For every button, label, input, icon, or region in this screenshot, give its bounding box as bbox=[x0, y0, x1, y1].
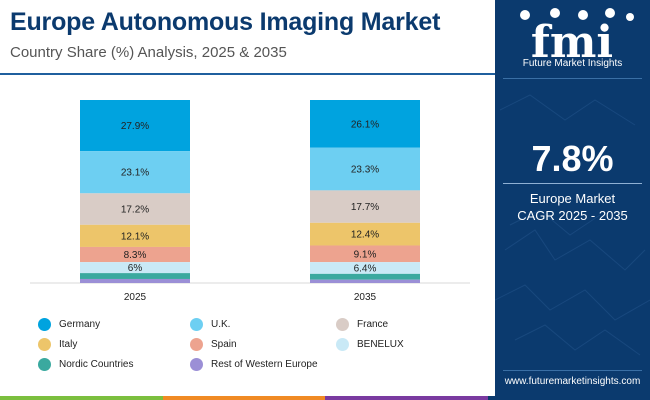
logo-icons bbox=[520, 8, 634, 21]
x-tick-label: 2025 bbox=[124, 292, 147, 303]
bar-segment-u-k--2025 bbox=[80, 151, 190, 194]
bar-segment-france-2025 bbox=[80, 193, 190, 225]
panel-divider-bottom bbox=[503, 370, 642, 371]
x-tick-label: 2035 bbox=[354, 292, 377, 303]
legend-item-france: France bbox=[336, 318, 388, 331]
footer-color-segment bbox=[0, 396, 163, 400]
bar-segment-spain-2025 bbox=[80, 246, 190, 263]
footer-color-segment bbox=[325, 396, 488, 400]
website-url[interactable]: www.futuremarketinsights.com bbox=[504, 376, 641, 387]
legend-item-germany: Germany bbox=[38, 318, 100, 331]
legend-item-spain: Spain bbox=[190, 338, 237, 351]
data-label: 23.3% bbox=[351, 165, 379, 176]
data-label: 27.9% bbox=[121, 121, 149, 132]
legend-swatch bbox=[38, 318, 51, 331]
cagr-market-label: Europe Market bbox=[529, 191, 616, 206]
bar-segment-benelux-2025 bbox=[80, 262, 190, 274]
panel-texture bbox=[495, 94, 650, 356]
legend-item-benelux: BENELUX bbox=[336, 338, 404, 351]
data-label: 6.4% bbox=[354, 263, 377, 274]
bar-segment-france-2035 bbox=[310, 190, 420, 223]
bar-segment-rest-of-western-europe-2035 bbox=[310, 279, 420, 283]
logo-wordmark: fmi bbox=[531, 17, 613, 68]
bar-segment-rest-of-western-europe-2025 bbox=[80, 278, 190, 283]
legend-label: Italy bbox=[59, 339, 78, 350]
data-label: 12.4% bbox=[351, 230, 379, 241]
legend-swatch bbox=[38, 358, 51, 371]
legend-swatch bbox=[336, 318, 349, 331]
data-label: 17.7% bbox=[351, 202, 379, 213]
legend-swatch bbox=[336, 338, 349, 351]
legend-label: Germany bbox=[59, 319, 101, 330]
stacked-bar-chart: 27.9% 23.1% 17.2% 12.1% 8.3% 6% 2025 26.1% 23.3%… bbox=[30, 100, 470, 303]
legend-item-italy: Italy bbox=[38, 338, 77, 351]
bar-segment-u-k--2035 bbox=[310, 147, 420, 191]
bar-segment-nordic-countries-2035 bbox=[310, 273, 420, 280]
chart-subtitle: Country Share (%) Analysis, 2025 & 2035 bbox=[10, 44, 287, 61]
legend-swatch bbox=[190, 358, 203, 371]
legend-swatch bbox=[190, 338, 203, 351]
fmi-logo: fmi bbox=[520, 8, 634, 68]
legend-label: France bbox=[357, 319, 389, 330]
bar-segment-italy-2035 bbox=[310, 222, 420, 246]
cagr-divider bbox=[503, 183, 642, 184]
footer-color-segment bbox=[162, 396, 325, 400]
legend-item-nordic-countries: Nordic Countries bbox=[38, 358, 133, 371]
legend-label: BENELUX bbox=[357, 339, 404, 350]
data-label: 23.1% bbox=[121, 168, 149, 179]
legend-label: Nordic Countries bbox=[59, 359, 134, 370]
legend-label: Spain bbox=[211, 339, 237, 350]
legend-label: Rest of Western Europe bbox=[211, 359, 318, 370]
footer-color-segment bbox=[487, 396, 650, 400]
footer-color-bar bbox=[0, 396, 650, 400]
bar-segment-italy-2025 bbox=[80, 224, 190, 247]
bar-segment-germany-2025 bbox=[80, 100, 190, 152]
legend-item-u-k-: U.K. bbox=[190, 318, 230, 331]
chart-legend: Germany U.K. France Italy Spain BENELUX Nordic… bbox=[38, 318, 488, 380]
bar-segment-nordic-countries-2025 bbox=[80, 273, 190, 279]
bar-segment-spain-2035 bbox=[310, 245, 420, 263]
cagr-value: 7.8% bbox=[531, 138, 614, 179]
data-label: 8.3% bbox=[124, 250, 147, 261]
side-panel: fmi Future Market Insights 7.8% Europe M… bbox=[495, 0, 650, 396]
header-divider bbox=[0, 73, 495, 75]
legend-label: U.K. bbox=[211, 319, 231, 330]
legend-swatch bbox=[190, 318, 203, 331]
cagr-period-label: CAGR 2025 - 2035 bbox=[517, 208, 628, 223]
legend-swatch bbox=[38, 338, 51, 351]
bar-segment-germany-2035 bbox=[310, 100, 420, 148]
panel-divider-top bbox=[503, 78, 642, 79]
data-label: 12.1% bbox=[121, 231, 149, 242]
data-label: 6% bbox=[128, 263, 143, 274]
data-label: 26.1% bbox=[351, 119, 379, 130]
data-label: 17.2% bbox=[121, 205, 149, 216]
data-label: 9.1% bbox=[354, 249, 377, 260]
bar-segment-benelux-2035 bbox=[310, 262, 420, 274]
legend-item-rest-of-western-europe: Rest of Western Europe bbox=[190, 358, 318, 371]
chart-title: Europe Autonomous Imaging Market bbox=[10, 8, 441, 36]
logo-caption: Future Market Insights bbox=[522, 58, 623, 69]
